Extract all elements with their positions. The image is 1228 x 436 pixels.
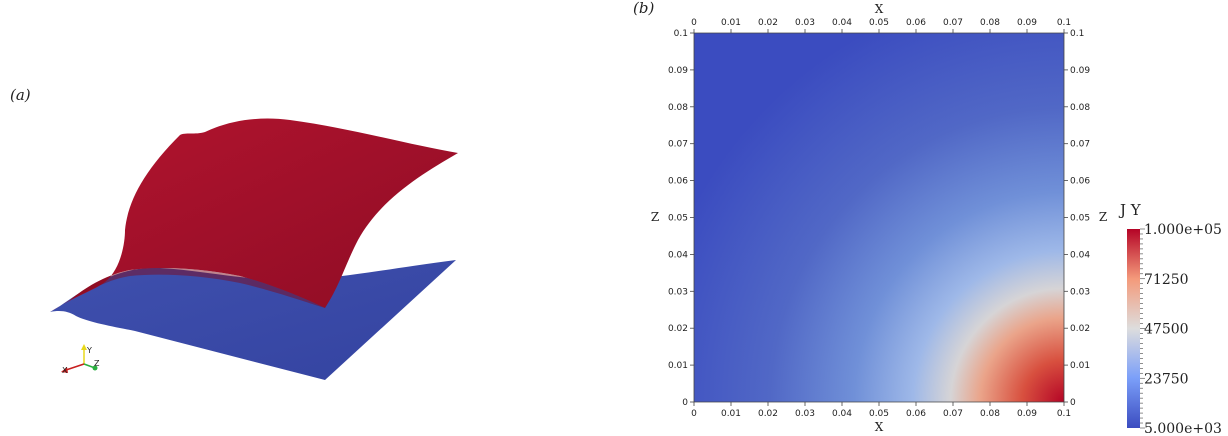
z-tick-label-left: 0.01 [668,361,688,371]
z-tick-label-left: 0.02 [668,324,688,334]
z-tick-label-right: 0.06 [1070,177,1090,187]
x-tick-label-bottom: 0.1 [1057,409,1071,419]
z-tick-label-right: 0.07 [1070,140,1090,150]
x-tick-label-top: 0.06 [906,18,926,28]
colorbar-label: 71250 [1144,272,1189,288]
orientation-triad: Y X Z [61,344,100,375]
z-tick-label-right: 0.01 [1070,361,1090,371]
x-tick-label-bottom: 0.09 [1017,409,1037,419]
z-tick-label-left: 0.08 [668,103,688,113]
x-tick-label-top: 0.08 [980,18,1000,28]
panel-a-surface-view: Y X Z [50,118,458,380]
z-tick-label-left: 0.05 [668,214,688,224]
x-tick-label-top: 0.09 [1017,18,1037,28]
x-axis-top-ticks: 0 0.01 0.02 0.03 0.04 0.05 0.06 0.07 0.08 0.09 0.1 [691,18,1071,33]
z-tick-label-left: 0.1 [674,29,688,39]
x-tick-label-bottom: 0.05 [869,409,889,419]
bottom-surface [50,260,456,380]
x-tick-label-top: 0.01 [721,18,741,28]
z-tick-label-left: 0.06 [668,177,688,187]
x-tick-label-bottom: 0.02 [758,409,778,419]
x-tick-label-top: 0.07 [943,18,963,28]
panel-a-label: (a) [10,86,31,104]
colorbar-minor-ticks [1140,228,1145,429]
x-tick-label-top: 0.05 [869,18,889,28]
z-tick-label-right: 0.04 [1070,250,1090,260]
colorbar-label: 1.000e+05 [1144,222,1222,238]
z-tick-label-right: 0 [1070,398,1076,408]
z-tick-label-right: 0.1 [1070,29,1084,39]
z-tick-label-left: 0 [682,398,688,408]
x-tick-label-bottom: 0.01 [721,409,741,419]
z-tick-label-left: 0.09 [668,66,688,76]
panel-b-label: (b) [633,0,655,17]
colorbar-title: J Y [1118,201,1142,219]
colorbar [1127,229,1140,428]
contour-field [694,33,1064,402]
colorbar-label: 5.000e+03 [1144,421,1222,436]
x-tick-label-bottom: 0.06 [906,409,926,419]
colorbar-labels: 1.000e+05 71250 47500 23750 5.000e+03 [1144,222,1222,436]
x-tick-label-bottom: 0.08 [980,409,1000,419]
z-axis-title-left: Z [651,210,659,224]
colorbar-label: 47500 [1144,322,1189,338]
z-tick-label-right: 0.05 [1070,214,1090,224]
z-tick-label-right: 0.03 [1070,287,1090,297]
x-tick-label-top: 0.04 [832,18,852,28]
x-tick-label-top: 0 [691,18,697,28]
x-axis-title-top: X [875,2,884,16]
x-axis-bottom-ticks: 0 0.01 0.02 0.03 0.04 0.05 0.06 0.07 0.08 0.09 0.1 [691,402,1071,419]
triad-x-axis-icon [65,363,85,371]
x-tick-label-top: 0.02 [758,18,778,28]
z-axis-left-ticks: 0 0.01 0.02 0.03 0.04 0.05 0.06 0.07 0.08 0.09 0.1 [668,29,694,408]
z-tick-label-right: 0.08 [1070,103,1090,113]
x-tick-label-top: 0.03 [795,18,815,28]
triad-label-z: Z [94,359,100,368]
x-tick-label-bottom: 0.04 [832,409,852,419]
z-tick-label-right: 0.09 [1070,66,1090,76]
z-tick-label-left: 0.04 [668,250,688,260]
top-surface-fold [70,268,325,308]
triad-label-x: X [62,366,68,375]
x-tick-label-bottom: 0.07 [943,409,963,419]
x-tick-label-bottom: 0 [691,409,697,419]
triad-label-y: Y [86,346,92,355]
z-tick-label-right: 0.02 [1070,324,1090,334]
z-tick-label-left: 0.03 [668,287,688,297]
z-axis-right-ticks: 0 0.01 0.02 0.03 0.04 0.05 0.06 0.07 0.08 0.09 0.1 [1064,29,1090,408]
top-surface [50,118,458,312]
z-tick-label-left: 0.07 [668,140,688,150]
z-axis-title-right: Z [1099,210,1107,224]
x-tick-label-top: 0.1 [1057,18,1071,28]
x-tick-label-bottom: 0.03 [795,409,815,419]
colorbar-label: 23750 [1144,371,1189,387]
x-axis-title-bottom: X [875,420,884,434]
